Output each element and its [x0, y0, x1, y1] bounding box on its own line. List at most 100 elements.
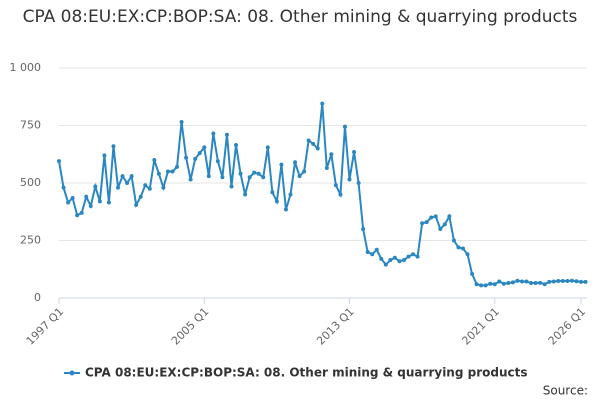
data-point: [465, 252, 470, 257]
data-point: [379, 256, 384, 261]
data-point: [129, 174, 134, 179]
data-point: [519, 279, 524, 284]
data-point: [238, 171, 243, 176]
data-point: [447, 214, 452, 219]
data-point: [234, 143, 239, 148]
data-point: [429, 215, 434, 220]
data-point: [215, 159, 220, 164]
data-point: [315, 146, 320, 151]
data-point: [161, 185, 166, 190]
data-point: [152, 158, 157, 162]
data-point: [415, 254, 420, 259]
data-point: [574, 279, 579, 284]
data-point: [470, 271, 475, 276]
data-point: [433, 214, 438, 219]
x-tick-label: 1997 Q1: [24, 305, 67, 348]
data-point: [143, 183, 148, 188]
data-point: [356, 181, 361, 185]
x-tick-label: 2005 Q1: [169, 305, 212, 348]
data-point: [147, 186, 152, 191]
data-point: [224, 132, 229, 137]
data-point: [197, 151, 202, 156]
source: Source:: [543, 384, 588, 398]
data-point: [401, 258, 406, 263]
data-point: [438, 227, 443, 231]
data-point: [202, 145, 207, 150]
data-point: [551, 279, 556, 284]
data-point: [538, 280, 543, 285]
data-point: [134, 202, 139, 207]
data-point: [474, 282, 479, 287]
data-point: [111, 144, 116, 149]
data-point: [102, 153, 107, 158]
data-point: [261, 175, 266, 180]
legend-label: CPA 08:EU:EX:CP:BOP:SA: 08. Other mining…: [85, 366, 528, 380]
data-point: [424, 220, 429, 225]
legend-marker: [69, 370, 75, 376]
data-point: [456, 245, 461, 250]
data-point: [279, 162, 284, 167]
data-point: [492, 282, 497, 287]
x-tick-label: 2021 Q1: [459, 305, 502, 348]
data-point: [406, 254, 411, 259]
data-point: [442, 222, 447, 227]
data-point: [338, 192, 343, 197]
data-point: [397, 259, 402, 264]
data-point: [374, 247, 379, 252]
data-point: [229, 184, 234, 189]
data-point: [61, 185, 66, 190]
data-point: [347, 177, 352, 182]
data-point: [451, 238, 456, 243]
data-point: [274, 199, 279, 204]
data-point: [79, 210, 84, 215]
data-point: [156, 171, 161, 176]
data-point: [220, 175, 225, 180]
data-point: [302, 169, 307, 174]
data-point: [579, 279, 583, 284]
data-point: [88, 204, 93, 208]
data-point: [311, 141, 316, 146]
data-point: [288, 192, 293, 197]
data-point: [66, 200, 71, 205]
data-point: [93, 184, 98, 189]
y-tick-label: 1 000: [10, 61, 42, 74]
data-point: [510, 280, 515, 285]
data-point: [297, 174, 302, 179]
data-point: [533, 281, 538, 286]
data-point: [106, 200, 111, 205]
data-point: [324, 166, 329, 171]
data-point: [583, 279, 588, 284]
data-point: [560, 278, 565, 283]
data-point: [333, 183, 338, 188]
data-point: [524, 279, 529, 284]
data-point: [420, 221, 425, 226]
data-point: [411, 252, 416, 257]
data-point: [75, 213, 80, 218]
data-point: [57, 159, 61, 164]
data-point: [329, 152, 334, 157]
data-point: [97, 199, 102, 204]
data-point: [125, 181, 130, 185]
data-point: [265, 145, 270, 150]
data-point: [320, 101, 325, 106]
data-point: [306, 138, 311, 143]
x-tick-label: 2026 Q1: [546, 305, 589, 348]
series-line: [58, 103, 586, 287]
data-point: [388, 258, 393, 263]
data-point: [352, 149, 357, 154]
data-point: [479, 283, 484, 288]
data-point: [361, 227, 366, 231]
data-point: [206, 174, 211, 179]
data-point: [547, 279, 552, 284]
data-point: [392, 255, 397, 260]
data-point: [488, 281, 493, 286]
data-point: [165, 169, 170, 174]
data-point: [370, 252, 375, 257]
data-point: [515, 278, 520, 283]
data-point: [460, 246, 465, 251]
y-tick-label: 750: [20, 119, 41, 132]
data-point: [506, 281, 511, 286]
data-point: [243, 192, 248, 197]
data-point: [70, 195, 75, 200]
